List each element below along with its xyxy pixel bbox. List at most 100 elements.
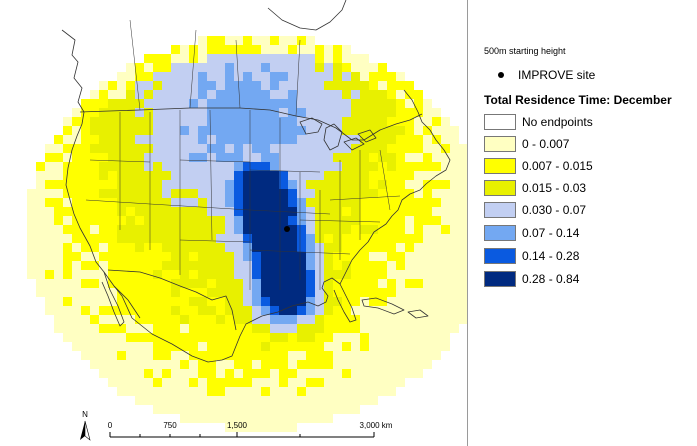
grid-cell: [117, 81, 126, 90]
grid-cell: [387, 99, 396, 108]
grid-cell: [396, 135, 405, 144]
grid-cell: [423, 351, 432, 360]
grid-cell: [360, 117, 369, 126]
grid-cell: [63, 189, 72, 198]
grid-cell: [153, 369, 162, 378]
grid-cell: [117, 189, 126, 198]
grid-cell: [216, 378, 225, 387]
grid-cell: [405, 360, 414, 369]
grid-cell: [198, 207, 207, 216]
grid-cell: [342, 306, 351, 315]
grid-cell: [252, 333, 261, 342]
grid-cell: [72, 171, 81, 180]
grid-cell: [144, 63, 153, 72]
grid-cell: [243, 387, 252, 396]
grid-cell: [261, 225, 270, 234]
grid-cell: [90, 351, 99, 360]
grid-cell: [207, 126, 216, 135]
grid-cell: [189, 270, 198, 279]
grid-cell: [450, 171, 459, 180]
grid-cell: [198, 378, 207, 387]
grid-cell: [261, 360, 270, 369]
grid-cell: [162, 306, 171, 315]
grid-cell: [369, 324, 378, 333]
grid-cell: [441, 126, 450, 135]
grid-cell: [216, 261, 225, 270]
grid-cell: [405, 270, 414, 279]
grid-cell: [171, 225, 180, 234]
grid-cell: [171, 90, 180, 99]
grid-cell: [108, 369, 117, 378]
grid-cell: [180, 90, 189, 99]
grid-cell: [333, 135, 342, 144]
grid-cell: [270, 189, 279, 198]
grid-cell: [261, 414, 270, 423]
grid-cell: [198, 180, 207, 189]
grid-cell: [315, 45, 324, 54]
grid-cell: [288, 162, 297, 171]
grid-cell: [297, 126, 306, 135]
grid-cell: [81, 117, 90, 126]
grid-cell: [405, 162, 414, 171]
grid-cell: [252, 207, 261, 216]
grid-cell: [351, 342, 360, 351]
grid-cell: [81, 342, 90, 351]
grid-cell: [162, 396, 171, 405]
grid-cell: [414, 243, 423, 252]
grid-cell: [243, 360, 252, 369]
grid-cell: [135, 144, 144, 153]
grid-cell: [63, 333, 72, 342]
grid-cell: [162, 153, 171, 162]
grid-cell: [162, 117, 171, 126]
grid-cell: [288, 405, 297, 414]
grid-cell: [297, 180, 306, 189]
grid-cell: [144, 387, 153, 396]
grid-cell: [117, 297, 126, 306]
grid-cell: [405, 126, 414, 135]
grid-cell: [297, 135, 306, 144]
grid-cell: [423, 333, 432, 342]
grid-cell: [459, 180, 467, 189]
grid-cell: [432, 333, 441, 342]
grid-cell: [270, 153, 279, 162]
grid-cell: [72, 189, 81, 198]
grid-cell: [414, 126, 423, 135]
grid-cell: [297, 90, 306, 99]
grid-cell: [243, 369, 252, 378]
grid-cell: [207, 396, 216, 405]
grid-cell: [225, 234, 234, 243]
grid-cell: [45, 279, 54, 288]
grid-cell: [36, 207, 45, 216]
grid-cell: [261, 351, 270, 360]
grid-cell: [99, 171, 108, 180]
grid-cell: [396, 351, 405, 360]
grid-cell: [333, 72, 342, 81]
grid-cell: [270, 324, 279, 333]
grid-cell: [207, 162, 216, 171]
grid-cell: [288, 216, 297, 225]
canadian-province-lines: [129, 19, 301, 117]
grid-cell: [36, 243, 45, 252]
grid-cell: [99, 117, 108, 126]
grid-cell: [180, 261, 189, 270]
grid-cell: [342, 72, 351, 81]
grid-cell: [333, 369, 342, 378]
grid-cell: [216, 351, 225, 360]
grid-cell: [369, 369, 378, 378]
grid-cell: [279, 117, 288, 126]
grid-cell: [126, 333, 135, 342]
scale-tick-1500: 1,500: [227, 421, 248, 430]
grid-cell: [126, 207, 135, 216]
grid-cell: [306, 126, 315, 135]
grid-cell: [153, 135, 162, 144]
grid-cell: [324, 270, 333, 279]
legend-class-label: 0.007 - 0.015: [522, 159, 593, 173]
grid-cell: [153, 144, 162, 153]
grid-cell: [117, 126, 126, 135]
grid-cell: [72, 126, 81, 135]
grid-cell: [54, 189, 63, 198]
grid-cell: [225, 189, 234, 198]
grid-cell: [63, 153, 72, 162]
grid-cell: [324, 243, 333, 252]
grid-cell: [342, 297, 351, 306]
